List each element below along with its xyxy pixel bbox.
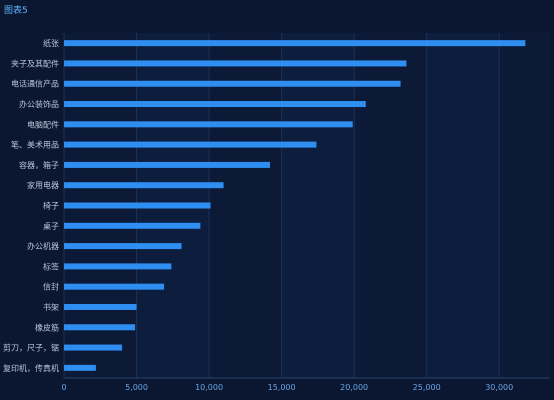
category-label: 椅子: [43, 201, 59, 211]
category-label: 剪刀，尺子，锯: [3, 343, 59, 353]
bar-0[interactable]: [64, 40, 526, 47]
bar-7[interactable]: [64, 182, 224, 189]
bar-5[interactable]: [64, 141, 317, 148]
grid-band: [426, 33, 500, 378]
category-label: 笔、美术用品: [11, 140, 59, 150]
x-tick-label: 30,000: [485, 383, 513, 392]
category-label: 容器，箱子: [19, 160, 59, 170]
category-label: 夹子及其配件: [11, 58, 59, 68]
category-label: 标签: [43, 261, 59, 271]
category-label: 桌子: [43, 221, 59, 231]
bar-16[interactable]: [64, 364, 96, 371]
x-tick-label: 10,000: [195, 383, 223, 392]
x-tick-label: 20,000: [340, 383, 368, 392]
category-label: 办公装饰品: [19, 99, 59, 109]
bar-13[interactable]: [64, 303, 137, 310]
category-label: 纸张: [43, 38, 59, 48]
bar-10[interactable]: [64, 243, 182, 250]
grid-band: [281, 33, 355, 378]
x-tick-label: 5,000: [125, 383, 148, 392]
x-tick-label: 0: [61, 383, 66, 392]
bar-1[interactable]: [64, 60, 407, 67]
x-tick-label: 15,000: [268, 383, 296, 392]
category-label: 复印机，传真机: [3, 363, 59, 373]
chart-title: 图表5: [4, 6, 28, 16]
x-tick-label: 25,000: [413, 383, 441, 392]
category-label: 家用电器: [27, 180, 59, 190]
bar-4[interactable]: [64, 121, 353, 128]
bar-12[interactable]: [64, 283, 165, 290]
category-label: 电脑配件: [27, 119, 59, 129]
bar-15[interactable]: [64, 344, 123, 351]
category-label: 电话通信产品: [11, 79, 59, 89]
category-label: 办公机器: [27, 241, 59, 251]
bar-3[interactable]: [64, 101, 366, 108]
category-label: 书架: [43, 302, 59, 312]
bar-11[interactable]: [64, 263, 172, 270]
category-label: 橡皮筋: [35, 322, 59, 332]
bar-2[interactable]: [64, 80, 401, 87]
bar-9[interactable]: [64, 222, 201, 229]
bar-8[interactable]: [64, 202, 211, 209]
bar-14[interactable]: [64, 324, 136, 331]
category-label: 信封: [43, 282, 59, 292]
bar-6[interactable]: [64, 161, 271, 168]
